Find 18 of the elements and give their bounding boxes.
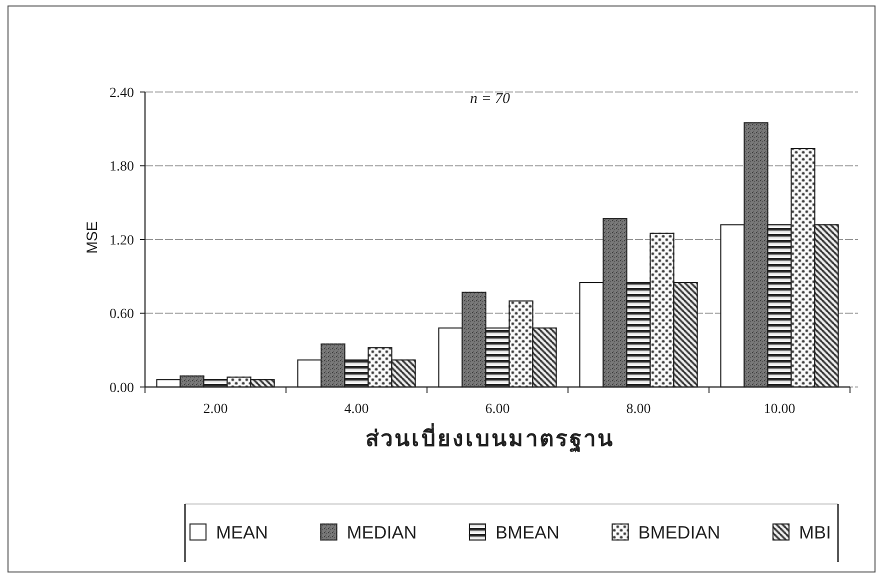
x-tick-label: 2.00 (203, 402, 228, 417)
x-tick-label: 8.00 (626, 402, 651, 417)
legend-label: BMEDIAN (638, 522, 720, 542)
y-tick-label: 1.80 (110, 160, 134, 175)
legend-label: MEAN (216, 522, 268, 542)
x-tick-label: 4.00 (344, 402, 369, 417)
y-tick-label: 0.00 (110, 380, 134, 396)
y-tick-label: 1.20 (110, 233, 134, 248)
x-tick-label: 10.00 (764, 402, 796, 417)
x-tick-label: 6.00 (485, 402, 510, 417)
chart-title: n = 70 (470, 91, 511, 107)
legend-label: MEDIAN (346, 522, 417, 542)
x-axis-title: ส่วนเบี่ยงเบนมาตรฐาน (366, 422, 614, 453)
y-tick-label: 2.40 (110, 86, 134, 101)
legend-label: BMEAN (495, 522, 560, 542)
y-axis-title: MSE (84, 221, 101, 254)
y-tick-label: 0.60 (110, 307, 134, 322)
legend-label: MBI (799, 522, 832, 542)
